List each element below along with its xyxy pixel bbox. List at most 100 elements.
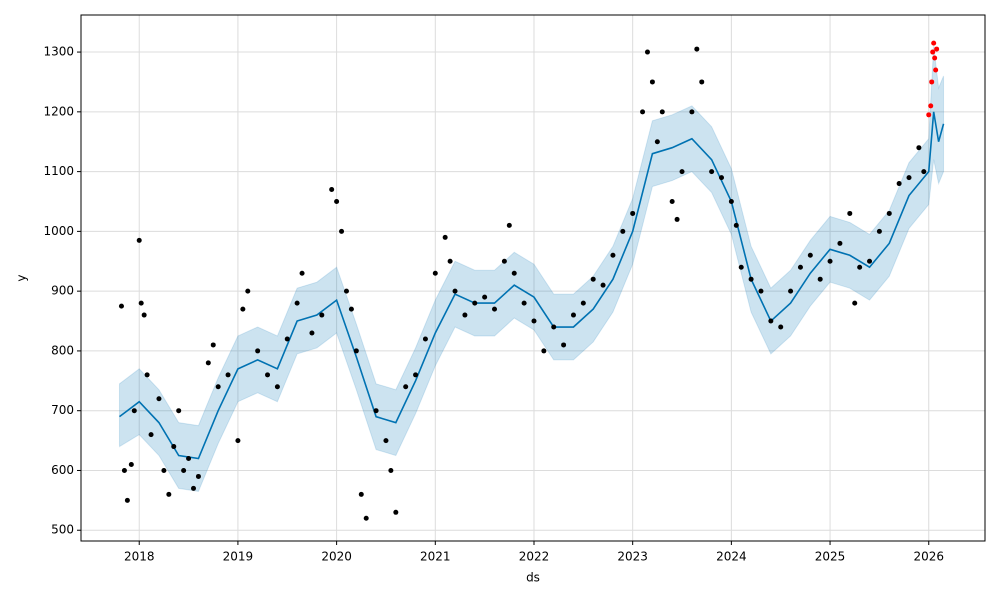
- observed-point: [827, 258, 833, 264]
- observed-point: [442, 234, 448, 240]
- observed-point: [867, 258, 873, 264]
- observed-point: [768, 318, 774, 324]
- observed-point: [225, 372, 231, 378]
- observed-point: [181, 467, 187, 473]
- observed-point: [161, 467, 167, 473]
- observed-point: [131, 408, 137, 414]
- observed-point: [590, 276, 596, 282]
- observed-point: [896, 181, 902, 187]
- observed-point: [240, 306, 246, 312]
- y-tick-label: 1200: [43, 104, 74, 118]
- observed-point: [541, 348, 547, 354]
- y-tick-label: 700: [51, 403, 74, 417]
- observed-point: [422, 336, 428, 342]
- observed-point: [501, 258, 507, 264]
- observed-point: [447, 258, 453, 264]
- observed-point: [205, 360, 211, 366]
- observed-point: [718, 175, 724, 181]
- observed-point: [916, 145, 922, 151]
- observed-point: [294, 300, 300, 306]
- observed-point: [689, 109, 695, 115]
- observed-point: [166, 491, 172, 497]
- observed-point: [600, 282, 606, 288]
- observed-point: [118, 303, 124, 309]
- observed-point: [388, 467, 394, 473]
- observed-point: [699, 79, 705, 85]
- observed-point: [265, 372, 271, 378]
- recent-point: [931, 40, 937, 46]
- observed-point: [817, 276, 823, 282]
- recent-point: [933, 67, 939, 73]
- observed-point: [610, 252, 616, 258]
- x-tick-label: 2022: [519, 550, 550, 564]
- observed-point: [788, 288, 794, 294]
- observed-point: [121, 467, 127, 473]
- observed-point: [669, 198, 675, 204]
- observed-point: [284, 336, 290, 342]
- observed-point: [334, 198, 340, 204]
- observed-point: [492, 306, 498, 312]
- observed-point: [363, 515, 369, 521]
- observed-point: [644, 49, 650, 55]
- x-tick-label: 2026: [913, 550, 944, 564]
- observed-point: [210, 342, 216, 348]
- observed-point: [876, 228, 882, 234]
- observed-point: [531, 318, 537, 324]
- x-tick-label: 2024: [716, 550, 747, 564]
- observed-point: [778, 324, 784, 330]
- observed-point: [886, 210, 892, 216]
- observed-point: [432, 270, 438, 276]
- observed-point: [136, 237, 142, 243]
- observed-point: [148, 432, 154, 438]
- observed-point: [339, 228, 345, 234]
- observed-point: [309, 330, 315, 336]
- observed-point: [506, 222, 512, 228]
- observed-point: [353, 348, 359, 354]
- observed-point: [728, 198, 734, 204]
- observed-point: [748, 276, 754, 282]
- observed-point: [679, 169, 685, 175]
- y-tick-label: 1300: [43, 45, 74, 59]
- y-tick-label: 800: [51, 343, 74, 357]
- observed-point: [472, 300, 478, 306]
- x-tick-label: 2019: [223, 550, 254, 564]
- x-tick-label: 2023: [617, 550, 648, 564]
- observed-point: [837, 240, 843, 246]
- recent-point: [930, 49, 936, 55]
- observed-point: [654, 139, 660, 145]
- observed-point: [580, 300, 586, 306]
- observed-point: [186, 456, 192, 462]
- observed-point: [329, 187, 335, 193]
- x-tick-label: 2025: [815, 550, 846, 564]
- observed-point: [630, 210, 636, 216]
- observed-point: [176, 408, 182, 414]
- observed-point: [570, 312, 576, 318]
- observed-point: [674, 216, 680, 222]
- x-tick-label: 2021: [420, 550, 451, 564]
- observed-point: [640, 109, 646, 115]
- observed-point: [358, 491, 364, 497]
- observed-point: [847, 210, 853, 216]
- observed-point: [171, 444, 177, 450]
- observed-point: [124, 497, 130, 503]
- observed-point: [462, 312, 468, 318]
- observed-point: [733, 222, 739, 228]
- observed-point: [383, 438, 389, 444]
- observed-point: [758, 288, 764, 294]
- observed-point: [299, 270, 305, 276]
- observed-point: [521, 300, 527, 306]
- y-tick-label: 1100: [43, 164, 74, 178]
- observed-point: [403, 384, 409, 390]
- recent-point: [932, 55, 938, 61]
- observed-point: [138, 300, 144, 306]
- observed-point: [343, 288, 349, 294]
- x-tick-label: 2020: [321, 550, 352, 564]
- observed-point: [191, 485, 197, 491]
- observed-point: [144, 372, 150, 378]
- observed-point: [452, 288, 458, 294]
- y-tick-label: 1000: [43, 224, 74, 238]
- observed-point: [659, 109, 665, 115]
- observed-point: [413, 372, 419, 378]
- observed-point: [274, 384, 280, 390]
